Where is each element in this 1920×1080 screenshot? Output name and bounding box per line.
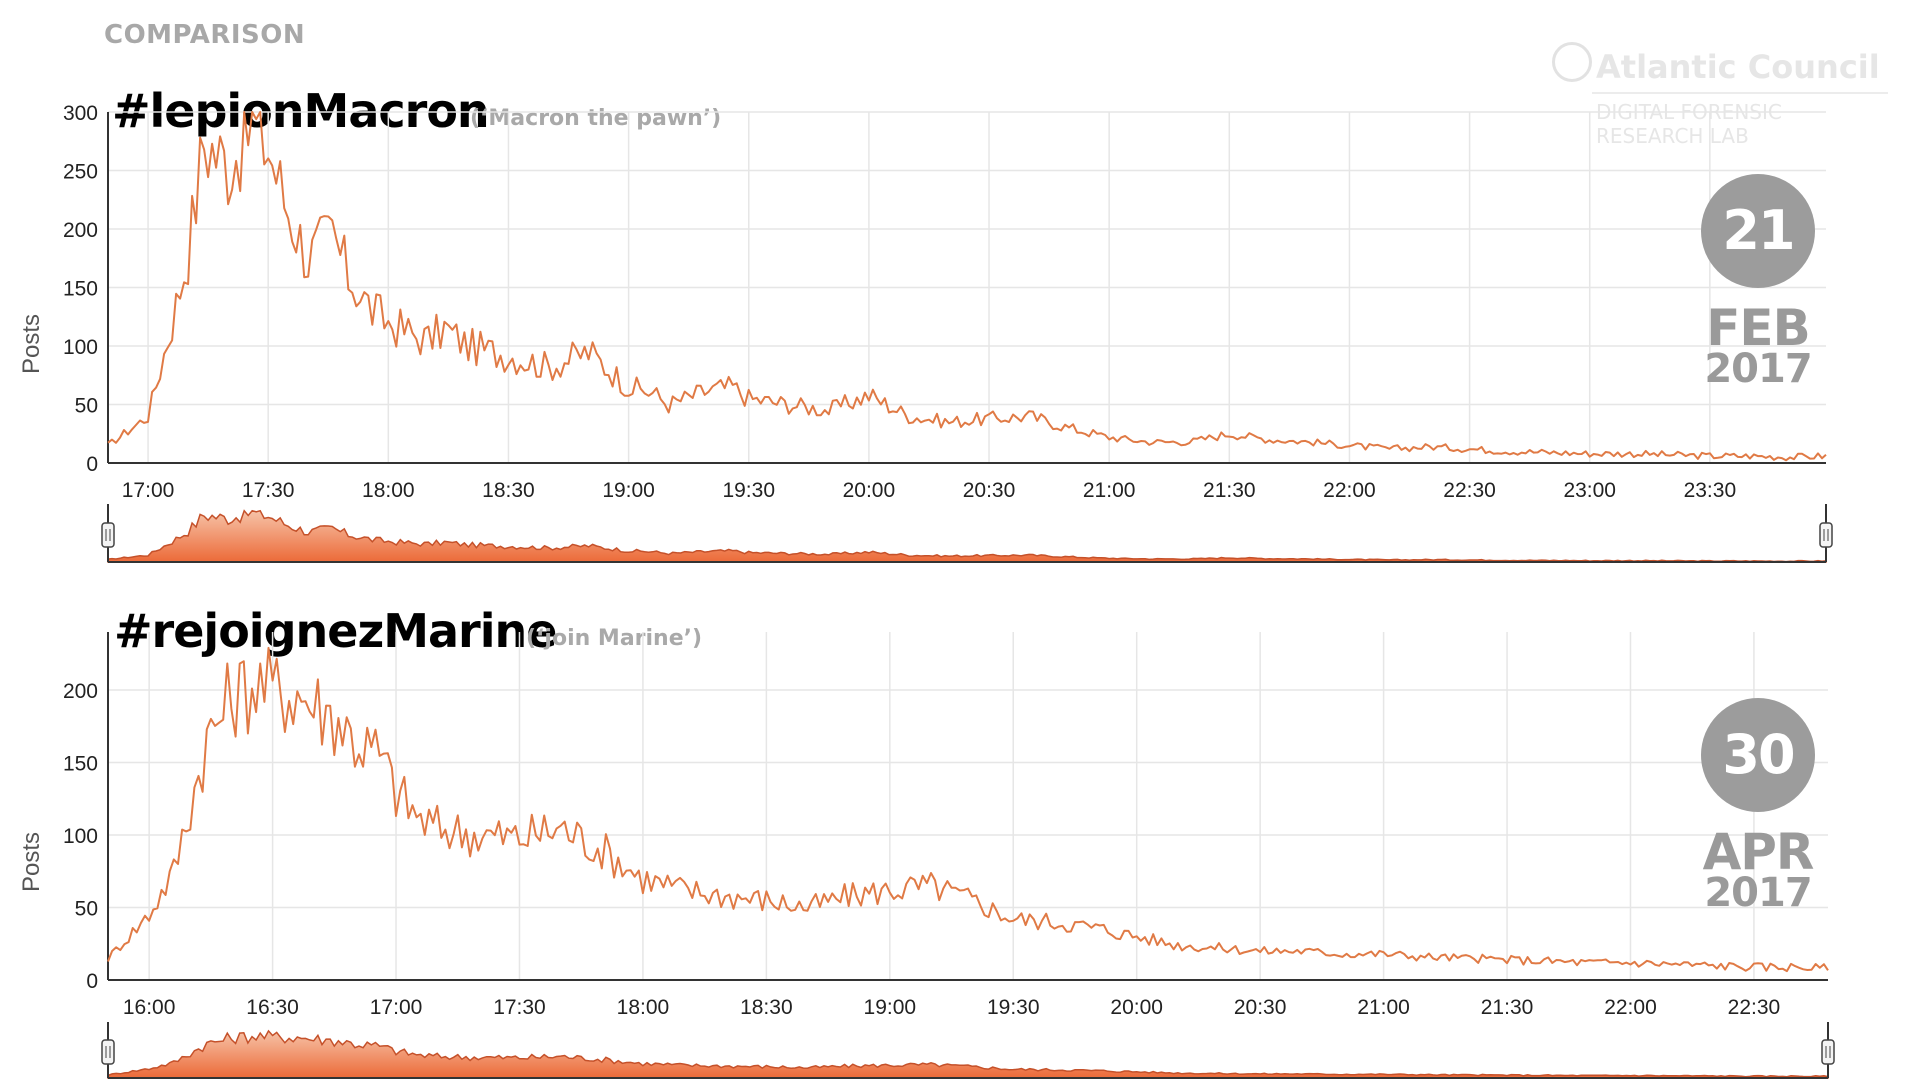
- x-tick-label: 22:00: [1604, 996, 1657, 1019]
- x-tick-label: 20:00: [843, 479, 896, 502]
- x-tick-label: 19:00: [864, 996, 917, 1019]
- x-tick-label: 20:30: [963, 479, 1016, 502]
- x-tick-label: 16:30: [246, 996, 299, 1019]
- x-tick-label: 17:00: [122, 479, 175, 502]
- posts-series-line: [107, 646, 1829, 973]
- x-tick-label: 17:30: [242, 479, 295, 502]
- y-tick-label: 100: [63, 336, 98, 359]
- x-tick-label: 21:00: [1083, 479, 1136, 502]
- x-tick-label: 21:30: [1203, 479, 1256, 502]
- x-tick-label: 20:30: [1234, 996, 1287, 1019]
- chart-2-badge-year: 2017: [1704, 870, 1812, 916]
- x-tick-label: 17:00: [370, 996, 423, 1019]
- logo-sub-line-2: RESEARCH LAB: [1596, 124, 1749, 148]
- x-tick-label: 19:30: [722, 479, 775, 502]
- x-tick-label: 18:30: [740, 996, 793, 1019]
- chart-2-translation: (‘join Marine’): [526, 626, 703, 651]
- chart-1-badge-year: 2017: [1704, 346, 1812, 392]
- range-handle-right[interactable]: [1819, 522, 1833, 548]
- range-handle-left[interactable]: [101, 522, 115, 548]
- globe-icon: [1552, 42, 1592, 82]
- chart-2-date-badge: 30 APR 2017: [1688, 698, 1828, 916]
- chart-1-badge-day: 21: [1701, 174, 1815, 288]
- chart-2-grid: [108, 632, 1828, 981]
- x-tick-label: 23:00: [1563, 479, 1616, 502]
- range-handle-left[interactable]: [101, 1039, 115, 1065]
- chart-2-badge-month: APR: [1702, 823, 1815, 881]
- posts-series-line: [107, 111, 1827, 462]
- y-tick-label: 300: [63, 102, 98, 125]
- x-tick-label: 18:30: [482, 479, 535, 502]
- range-selector-area: [107, 1029, 1829, 1079]
- x-tick-label: 18:00: [362, 479, 415, 502]
- x-tick-label: 23:30: [1684, 479, 1737, 502]
- logo-divider: [1592, 92, 1888, 94]
- logo-name: Atlantic Council: [1596, 48, 1880, 86]
- x-tick-label: 21:30: [1481, 996, 1534, 1019]
- x-tick-label: 22:30: [1728, 996, 1781, 1019]
- x-tick-label: 19:00: [602, 479, 655, 502]
- x-tick-label: 21:00: [1357, 996, 1410, 1019]
- y-tick-label: 200: [63, 680, 98, 703]
- y-tick-label: 0: [86, 453, 98, 476]
- y-tick-label: 0: [86, 970, 98, 993]
- y-tick-label: 200: [63, 219, 98, 242]
- chart-1-hashtag: #lepionMacron: [112, 84, 490, 138]
- y-tick-label: 250: [63, 161, 98, 184]
- chart-1-date-badge: 21 FEB 2017: [1688, 174, 1828, 392]
- chart-2-hashtag: #rejoignezMarine: [114, 604, 557, 658]
- y-tick-label: 150: [63, 278, 98, 301]
- y-tick-label: 150: [63, 753, 98, 776]
- y-tick-label: 50: [75, 395, 98, 418]
- range-handle-right[interactable]: [1821, 1039, 1835, 1065]
- x-tick-label: 20:00: [1110, 996, 1163, 1019]
- x-tick-label: 22:00: [1323, 479, 1376, 502]
- range-selector-area: [107, 509, 1827, 563]
- chart-2-range-selector: [101, 1022, 1835, 1079]
- chart-1-range-selector: [101, 504, 1833, 563]
- chart-1-translation: (‘Macron the pawn’): [470, 106, 722, 131]
- figure-kicker: COMPARISON: [104, 20, 306, 50]
- x-tick-label: 16:00: [123, 996, 176, 1019]
- y-tick-label: 100: [63, 825, 98, 848]
- x-tick-label: 17:30: [493, 996, 546, 1019]
- x-tick-label: 18:00: [617, 996, 670, 1019]
- y-tick-label: 50: [75, 898, 98, 921]
- chart-2-badge-day: 30: [1701, 698, 1815, 812]
- x-tick-label: 22:30: [1443, 479, 1496, 502]
- x-tick-label: 19:30: [987, 996, 1040, 1019]
- chart-1-badge-month: FEB: [1706, 299, 1810, 357]
